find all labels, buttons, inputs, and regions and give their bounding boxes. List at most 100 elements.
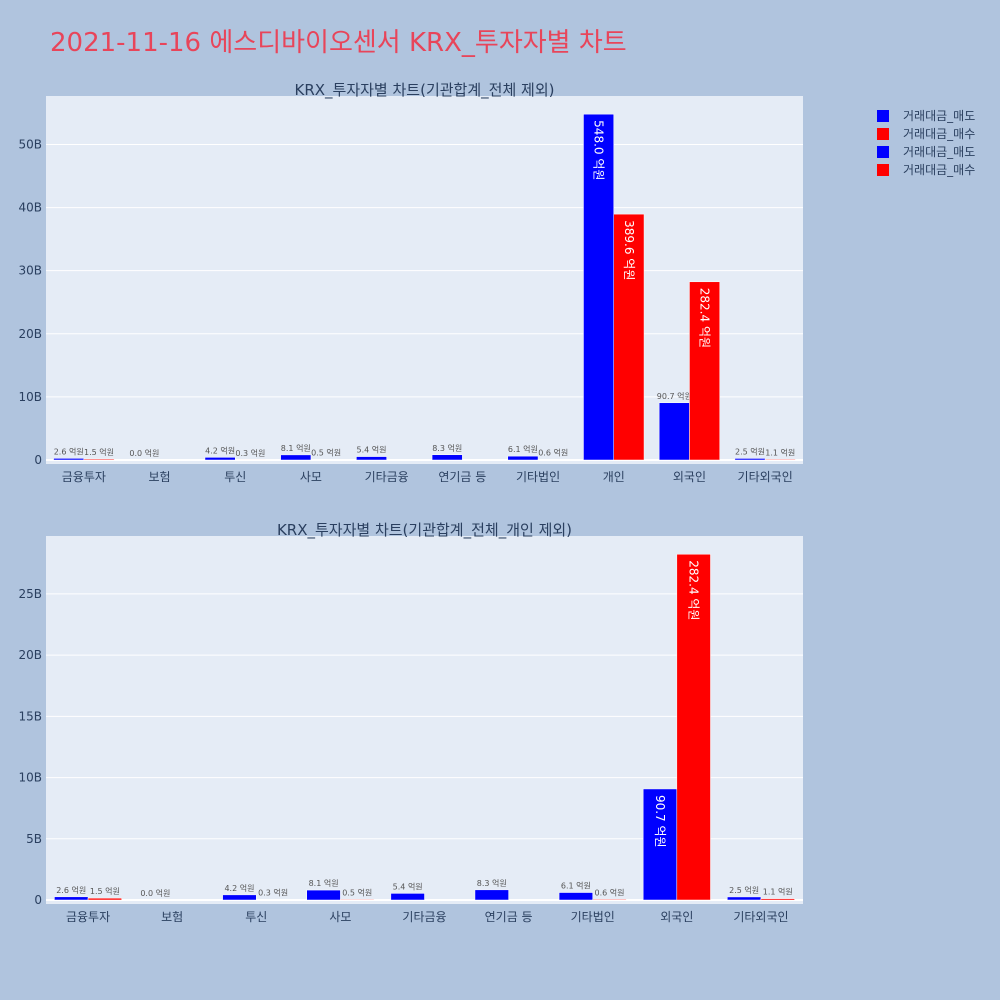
bar-value-label: 1.1 억원 bbox=[763, 887, 793, 897]
page-title: 2021-11-16 에스디바이오센서 KRX_투자자별 차트 bbox=[50, 28, 627, 58]
bar-value-label: 4.2 억원 bbox=[224, 883, 254, 893]
x-tick-label: 기타외국인 bbox=[733, 910, 788, 924]
legend-label: 거래대금_매수 bbox=[903, 127, 975, 141]
legend-label: 거래대금_매수 bbox=[903, 163, 975, 177]
bar-buy bbox=[87, 897, 122, 901]
bar-sell bbox=[507, 455, 539, 461]
chart-title: KRX_투자자별 차트(기관합계_전체_개인 제외) bbox=[277, 521, 572, 540]
bar-value-label: 8.1 억원 bbox=[281, 443, 311, 453]
x-tick-label: 연기금 등 bbox=[485, 910, 533, 924]
bar-sell bbox=[474, 889, 509, 901]
bar-value-label: 2.5 억원 bbox=[729, 885, 759, 895]
y-tick-label: 25B bbox=[18, 587, 42, 601]
bar-sell bbox=[222, 894, 257, 901]
bar-value-label: 0.5 억원 bbox=[311, 448, 341, 458]
bar-sell bbox=[390, 893, 425, 901]
y-tick-label: 15B bbox=[18, 709, 42, 723]
bar-buy bbox=[83, 458, 115, 461]
x-tick-label: 보험 bbox=[161, 910, 183, 924]
bar-sell bbox=[431, 454, 463, 461]
x-tick-label: 금융투자 bbox=[62, 470, 106, 484]
chart-1: 0 10B 20B 30B 40B 50B KRX_투자자별 차트(기관합계_전체 제외) 금… bbox=[18, 81, 803, 484]
y-tick-label: 50B bbox=[18, 137, 42, 151]
bar-sell bbox=[280, 454, 312, 461]
bar-value-label: 1.5 억원 bbox=[90, 886, 120, 896]
legend-swatch bbox=[877, 128, 889, 140]
bar-value-label: 0.6 억원 bbox=[538, 448, 568, 458]
x-tick-label: 연기금 등 bbox=[438, 470, 486, 484]
x-tick-label: 기타금융 bbox=[365, 470, 409, 484]
bar-value-label: 0.3 억원 bbox=[258, 888, 288, 898]
bar-buy bbox=[676, 553, 711, 901]
x-tick-label: 기타외국인 bbox=[738, 470, 793, 484]
bar-buy bbox=[613, 213, 645, 461]
bar-value-label: 4.2 억원 bbox=[205, 445, 235, 455]
bar-sell bbox=[642, 788, 678, 901]
x-tick-label: 투신 bbox=[224, 470, 246, 484]
legend-label: 거래대금_매도 bbox=[903, 145, 975, 159]
y-tick-label: 0 bbox=[34, 893, 42, 907]
x-tick-label: 외국인 bbox=[673, 470, 706, 484]
y-tick-label: 20B bbox=[18, 648, 42, 662]
bar-value-label: 0.6 억원 bbox=[595, 887, 625, 897]
x-tick-label: 개인 bbox=[603, 470, 625, 484]
x-tick-label: 외국인 bbox=[660, 910, 693, 924]
bar-value-label: 0.3 억원 bbox=[235, 448, 265, 458]
x-tick-label: 투신 bbox=[245, 910, 267, 924]
bar-value-label: 548.0 억원 bbox=[592, 120, 606, 180]
bar-value-label: 282.4 억원 bbox=[687, 560, 701, 620]
bar-value-label: 8.1 억원 bbox=[309, 878, 339, 888]
bar-value-label: 389.6 억원 bbox=[622, 220, 636, 280]
y-tick-label: 30B bbox=[18, 264, 42, 278]
y-tick-label: 20B bbox=[18, 327, 42, 341]
bar-value-label: 8.3 억원 bbox=[477, 878, 507, 888]
bar-sell bbox=[204, 457, 236, 461]
bar-sell bbox=[53, 458, 85, 461]
x-tick-label: 금융투자 bbox=[66, 910, 110, 924]
y-tick-label: 0 bbox=[34, 453, 42, 467]
legend-swatch bbox=[877, 110, 889, 122]
bar-sell bbox=[583, 113, 614, 461]
legend-label: 거래대금_매도 bbox=[903, 109, 975, 123]
bar-value-label: 90.7 억원 bbox=[653, 795, 667, 848]
bar-value-label: 5.4 억원 bbox=[357, 445, 387, 455]
bar-buy bbox=[764, 459, 796, 461]
bar-buy bbox=[689, 281, 720, 461]
bar-buy bbox=[760, 898, 795, 901]
bar-value-label: 1.5 억원 bbox=[84, 447, 114, 457]
bar-sell bbox=[54, 896, 89, 901]
bar-sell bbox=[558, 892, 593, 901]
bar-value-label: 6.1 억원 bbox=[561, 881, 591, 891]
x-tick-label: 사모 bbox=[329, 910, 351, 924]
bar-sell bbox=[727, 896, 762, 901]
chart-title: KRX_투자자별 차트(기관합계_전체 제외) bbox=[295, 81, 555, 100]
bar-sell bbox=[306, 889, 341, 901]
x-tick-label: 보험 bbox=[149, 470, 171, 484]
bar-value-label: 2.5 억원 bbox=[735, 446, 765, 456]
bar-value-label: 8.3 억원 bbox=[432, 443, 462, 453]
bar-value-label: 0.5 억원 bbox=[342, 887, 372, 897]
bar-value-label: 0.0 억원 bbox=[129, 448, 159, 458]
legend-swatch bbox=[877, 164, 889, 176]
bar-value-label: 2.6 억원 bbox=[54, 446, 84, 456]
x-tick-label: 기타법인 bbox=[571, 910, 615, 924]
bar-sell bbox=[658, 402, 690, 461]
y-tick-label: 5B bbox=[26, 832, 42, 846]
bar-value-label: 5.4 억원 bbox=[393, 881, 423, 891]
bar-value-label: 1.1 억원 bbox=[765, 447, 795, 457]
bar-value-label: 282.4 억원 bbox=[698, 288, 712, 348]
chart-2: 0 5B 10B 15B 20B 25B KRX_투자자별 차트(기관합계_전체_개인 제외… bbox=[18, 521, 803, 924]
bar-value-label: 6.1 억원 bbox=[508, 444, 538, 454]
bar-buy bbox=[592, 899, 627, 901]
x-tick-label: 기타법인 bbox=[516, 470, 560, 484]
legend-swatch bbox=[877, 146, 889, 158]
bar-value-label: 90.7 억원 bbox=[657, 391, 692, 401]
bar-buy bbox=[340, 899, 375, 901]
x-tick-label: 기타금융 bbox=[402, 910, 446, 924]
y-tick-label: 40B bbox=[18, 201, 42, 215]
bar-value-label: 2.6 억원 bbox=[56, 885, 86, 895]
x-tick-label: 사모 bbox=[300, 470, 322, 484]
y-tick-label: 10B bbox=[18, 771, 42, 785]
bar-sell bbox=[356, 456, 387, 461]
